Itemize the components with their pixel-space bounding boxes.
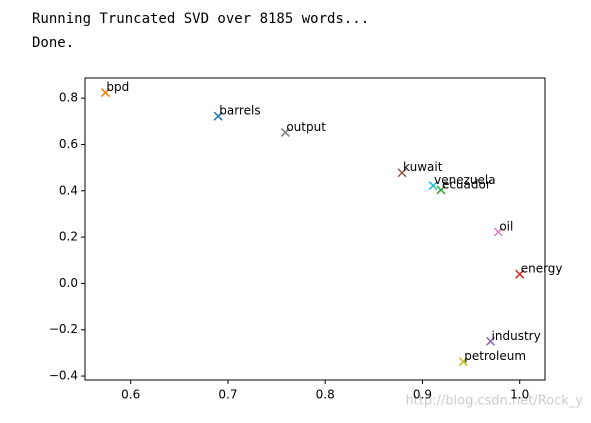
y-tick-label: −0.2 [49, 322, 78, 336]
point-label: industry [492, 329, 541, 343]
x-tick-label: 0.9 [413, 388, 432, 402]
plot-frame [84, 77, 546, 381]
point [486, 336, 496, 346]
point-label: bpd [106, 80, 129, 94]
x-tick-label: 0.7 [218, 388, 237, 402]
x-tick-label: 0.6 [121, 388, 140, 402]
point [515, 269, 525, 279]
point [397, 168, 407, 178]
point [458, 357, 468, 367]
point-label: oil [499, 220, 513, 234]
x-tick-label: 0.8 [316, 388, 335, 402]
point-label: kuwait [403, 160, 443, 174]
y-tick-label: 0.4 [59, 183, 78, 197]
watermark: http://blog.csdn.net/Rock_y [405, 394, 583, 409]
y-tick-label: 0.2 [59, 230, 78, 244]
point [493, 227, 503, 237]
point [436, 185, 446, 195]
point-label: petroleum [464, 349, 526, 363]
y-tick-label: 0.0 [59, 276, 78, 290]
point-label: venezuela [434, 173, 495, 187]
point-label: energy [521, 262, 563, 276]
point-label: ecuador [442, 177, 491, 191]
point-label: barrels [219, 104, 260, 118]
point [280, 127, 290, 137]
y-tick-label: 0.8 [59, 91, 78, 105]
point-label: output [286, 120, 326, 134]
point [100, 88, 110, 98]
y-tick-label: −0.4 [49, 369, 78, 383]
x-tick-label: 1.0 [510, 388, 529, 402]
point [428, 181, 438, 191]
y-tick-label: 0.6 [59, 137, 78, 151]
console-line: Done. [32, 35, 74, 51]
console-line: Running Truncated SVD over 8185 words... [32, 11, 369, 27]
point [213, 111, 223, 121]
